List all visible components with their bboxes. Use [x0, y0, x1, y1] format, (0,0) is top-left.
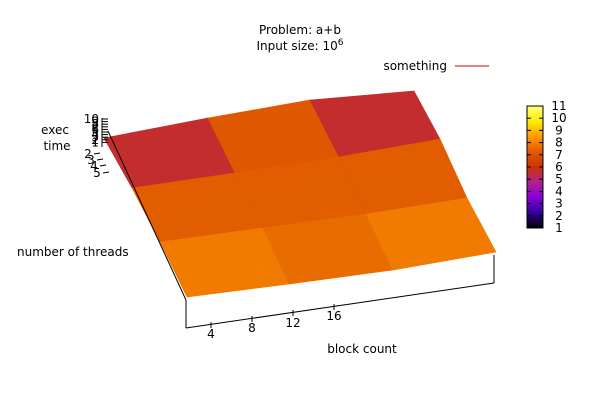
y-tick-mark	[96, 158, 104, 161]
z-tick-label: 6	[91, 122, 99, 136]
chart-title: Problem: a+b Input size: 106	[256, 23, 343, 53]
colorbar-tick-label: 4	[555, 184, 563, 198]
x-axis-ticks: 4 8 12 16	[207, 304, 342, 341]
surface-plot	[103, 90, 497, 298]
surface-cell	[365, 197, 497, 271]
legend-label: something	[383, 59, 447, 73]
title-line-2-exponent: 6	[338, 38, 344, 48]
title-line-1: Problem: a+b	[259, 23, 341, 37]
y-tick-label: 2	[84, 147, 92, 161]
colorbar-tick-label: 11	[551, 99, 566, 113]
x-tick-label: 12	[285, 316, 300, 330]
colorbar-tick-label: 5	[555, 172, 563, 186]
z-tick-label: 10	[84, 112, 99, 126]
z-tick-label: 9	[91, 115, 99, 129]
colorbar-tick-label: 10	[551, 111, 566, 125]
colorbar-tick-label: 1	[555, 221, 563, 235]
x-tick-label: 8	[248, 321, 256, 335]
z-tick-label: 4	[91, 128, 99, 142]
z-axis-label-line-2: time	[43, 139, 70, 153]
y-tick-label: 5	[93, 166, 101, 180]
z-tick-label: 2	[91, 133, 99, 147]
y-tick-mark	[99, 164, 107, 167]
y-tick-label: 4	[90, 159, 98, 173]
x-tick-label: 4	[207, 327, 215, 341]
y-tick-mark	[93, 152, 101, 155]
z-tick-label: 5	[91, 125, 99, 139]
colorbar-tick-label: 7	[555, 148, 563, 162]
title-line-2: Input size: 106	[256, 38, 343, 53]
x-tick-label: 16	[326, 309, 341, 323]
frame-left-edge	[107, 130, 187, 301]
colorbar-tick-label: 3	[555, 197, 563, 211]
z-tick-label: 8	[91, 117, 99, 131]
z-axis-label-line-1: exec	[41, 123, 69, 137]
legend: something	[383, 59, 489, 73]
z-tick-label: 1	[91, 135, 99, 149]
z-tick-label: 3	[91, 130, 99, 144]
colorbar-tick-label: 9	[555, 123, 563, 137]
colorbar-tick-label: 6	[555, 160, 563, 174]
frame-bottom-edge	[185, 282, 495, 329]
title-line-2-base: Input size: 10	[256, 39, 337, 53]
y-tick-label: 3	[87, 153, 95, 167]
colorbar-tick-label: 2	[555, 209, 563, 223]
y-tick-mark	[102, 171, 110, 174]
y-axis-label: number of threads	[17, 245, 129, 259]
colorbar-tick-label: 8	[555, 136, 563, 150]
x-axis-label: block count	[327, 342, 397, 356]
z-tick-label: 7	[91, 120, 99, 134]
